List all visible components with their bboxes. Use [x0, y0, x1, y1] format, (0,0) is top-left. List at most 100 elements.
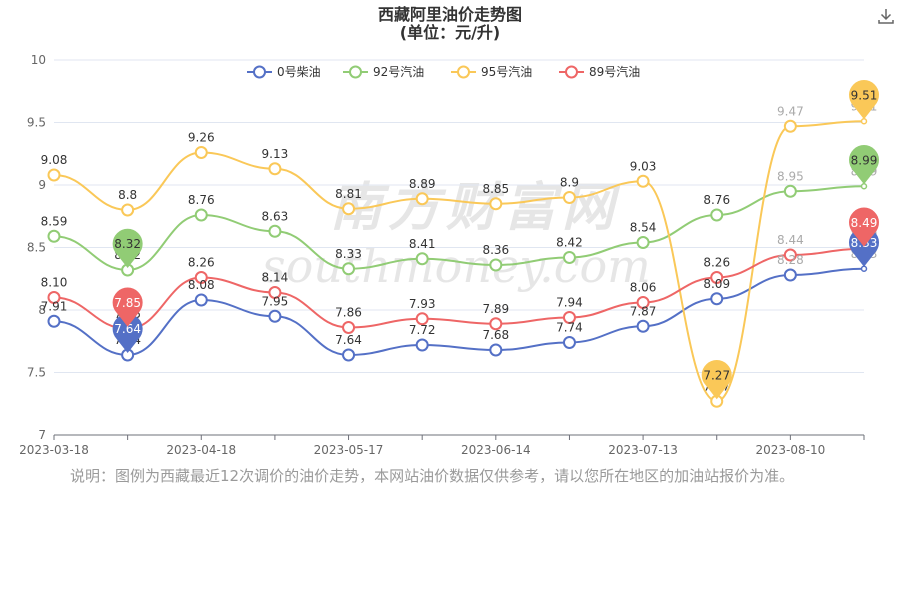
- data-point: [342, 321, 356, 334]
- data-label: 7.93: [409, 297, 436, 311]
- pin-label: 9.51: [851, 88, 878, 102]
- data-label: 8.89: [409, 177, 436, 191]
- legend-label: 95号汽油: [481, 64, 532, 79]
- y-tick-label: 7.5: [27, 366, 46, 380]
- data-label: 7.68: [482, 328, 509, 342]
- legend-label: 89号汽油: [589, 64, 640, 79]
- data-point: [194, 271, 208, 284]
- data-label: 7.89: [482, 302, 509, 316]
- data-label: 8.14: [262, 271, 289, 285]
- x-tick-label: 2023-07-13: [608, 443, 678, 457]
- data-label: 8.63: [262, 209, 289, 223]
- data-label: 7.64: [335, 333, 362, 347]
- data-label: 8.10: [41, 276, 68, 290]
- data-label: 8.08: [188, 278, 215, 292]
- legend: 0号柴油 92号汽油 95号汽油 89号汽油: [247, 64, 640, 79]
- data-label: 8.8: [118, 188, 137, 202]
- data-point: [710, 292, 724, 306]
- data-point: [415, 338, 429, 352]
- series-lines: [53, 120, 865, 403]
- legend-item: 0号柴油: [247, 65, 321, 79]
- data-point: [489, 343, 503, 357]
- pin-marker: 9.51: [849, 80, 879, 120]
- data-label: 8.81: [335, 187, 362, 201]
- data-point: [783, 184, 797, 198]
- pin-shape: [849, 207, 880, 247]
- download-icon[interactable]: [876, 6, 896, 26]
- y-tick-label: 8.5: [27, 241, 46, 255]
- data-point: [562, 251, 576, 264]
- data-label: 7.72: [409, 323, 436, 337]
- data-label: 8.54: [630, 221, 657, 235]
- watermark-cn: 南方财富网: [330, 177, 621, 238]
- data-label: 7.74: [556, 321, 583, 335]
- y-tick-label: 9.5: [27, 116, 46, 130]
- x-tick-label: 2023-06-14: [461, 443, 531, 457]
- data-point: [342, 202, 356, 216]
- data-label: 8.44: [777, 233, 804, 247]
- legend-label: 92号汽油: [373, 64, 424, 79]
- pin-marker: 8.32: [112, 228, 143, 268]
- series-points: [47, 118, 868, 408]
- data-labels: 7.91 7.64 8.08 7.95 7.64 7.72 7.68 7.74 7.87 8.09…: [41, 99, 878, 393]
- x-tick-label: 2023-08-10: [755, 443, 825, 457]
- data-label: 7.86: [335, 306, 362, 320]
- legend-item: 92号汽油: [343, 64, 424, 79]
- data-point: [47, 168, 61, 182]
- data-point: [121, 203, 135, 217]
- chart-note: 说明：图例为西藏最近12次调价的油价走势，本网站油价数据仅供参考，请以您所在地区…: [70, 467, 795, 485]
- data-label: 9.08: [41, 153, 68, 167]
- pin-label: 7.85: [114, 296, 141, 310]
- data-label: 9.26: [188, 131, 215, 145]
- data-point: [562, 311, 576, 324]
- pin-shape: [701, 360, 732, 400]
- pin-label: 8.49: [851, 216, 878, 230]
- legend-label: 0号柴油: [277, 65, 321, 79]
- pin-shape: [849, 80, 879, 120]
- data-label: 8.09: [703, 277, 730, 291]
- data-point: [268, 224, 282, 238]
- data-label: 9.13: [262, 147, 289, 161]
- data-point: [47, 291, 61, 304]
- data-point: [489, 197, 503, 211]
- pin-label: 8.32: [114, 237, 141, 251]
- legend-swatch-marker: [457, 65, 470, 79]
- pin-marker: 7.85: [112, 287, 143, 327]
- data-point: [342, 348, 356, 362]
- x-axis: 2023-03-18 2023-04-18 2023-05-17 2023-06-14…: [19, 434, 865, 457]
- data-label: 9.03: [630, 159, 657, 173]
- legend-swatch-marker: [565, 65, 578, 79]
- data-label: 8.76: [188, 193, 215, 207]
- data-point: [415, 252, 429, 266]
- pin-shape: [112, 228, 143, 268]
- data-label: 8.9: [560, 176, 579, 190]
- pin-label: 8.99: [851, 153, 878, 167]
- data-label: 7.94: [556, 296, 583, 310]
- data-point: [562, 336, 576, 349]
- data-point: [489, 317, 503, 331]
- data-point: [783, 248, 797, 262]
- legend-swatch-marker: [253, 65, 266, 79]
- pin-shape: [112, 313, 143, 353]
- y-axis: 7 7.5 8 8.5 9 9.5 10: [27, 53, 46, 442]
- data-label: 7.87: [630, 304, 657, 318]
- data-point: [489, 258, 503, 272]
- legend-item: 95号汽油: [451, 64, 532, 79]
- y-tick-label: 8: [38, 303, 46, 317]
- pin-shape: [112, 287, 143, 327]
- y-tick-label: 10: [31, 53, 46, 67]
- data-point: [783, 119, 797, 133]
- data-point: [710, 208, 724, 222]
- data-point: [860, 183, 868, 190]
- chart-title: 西藏阿里油价走势图: [378, 5, 522, 24]
- y-tick-label: 7: [38, 428, 46, 442]
- data-label: 8.41: [409, 237, 436, 251]
- data-point: [47, 314, 61, 328]
- data-point: [268, 162, 282, 176]
- data-point: [636, 174, 650, 188]
- watermark: 南方财富网 southmoney.com: [262, 177, 651, 293]
- legend-swatch-marker: [349, 65, 362, 79]
- data-point: [194, 293, 208, 307]
- data-label: 9.47: [777, 104, 804, 118]
- pin-shape: [849, 227, 880, 267]
